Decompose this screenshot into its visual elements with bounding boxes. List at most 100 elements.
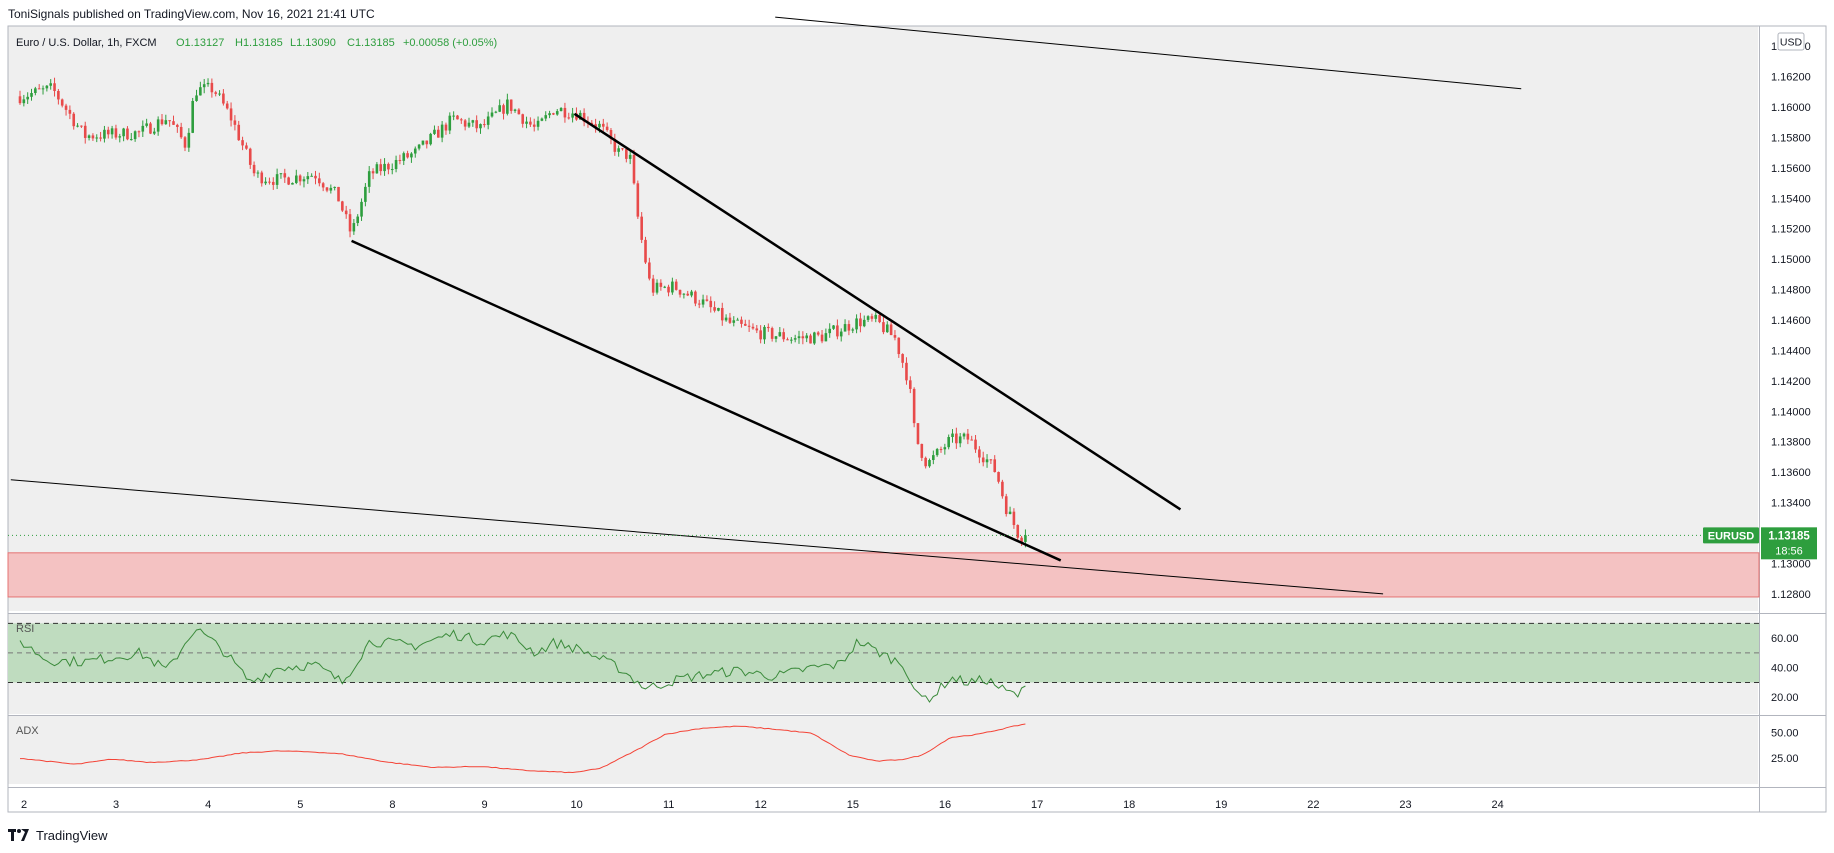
candle — [394, 155, 398, 173]
candle — [87, 134, 91, 141]
candle — [885, 321, 889, 333]
footer[interactable]: TradingView — [8, 824, 108, 846]
candle — [513, 108, 517, 113]
candle — [532, 118, 536, 132]
candle — [302, 176, 306, 188]
candle — [164, 114, 168, 125]
price-axis[interactable]: 1.164001.162001.160001.158001.156001.154… — [1771, 41, 1811, 601]
adx-tick: 50.00 — [1771, 727, 1799, 739]
candle — [889, 321, 893, 336]
candle — [413, 146, 417, 158]
time-tick: 17 — [1031, 799, 1043, 811]
candle — [379, 158, 383, 176]
rsi-tick: 60.00 — [1771, 633, 1799, 645]
candle — [137, 130, 141, 138]
candle — [60, 98, 64, 108]
time-tick: 9 — [481, 799, 487, 811]
candle — [690, 289, 693, 298]
candle — [222, 89, 225, 106]
candle — [41, 85, 45, 95]
candle — [298, 174, 302, 186]
candle — [179, 122, 183, 139]
candle — [64, 103, 68, 116]
adx-line — [20, 723, 1026, 774]
candle — [605, 122, 609, 132]
candle — [168, 120, 171, 127]
time-tick: 16 — [939, 799, 951, 811]
candle — [820, 330, 824, 344]
price-tick: 1.16000 — [1771, 102, 1811, 114]
currency-badge[interactable]: USD — [1777, 32, 1805, 51]
candle — [337, 186, 340, 202]
candle — [747, 319, 751, 332]
candle — [494, 110, 498, 114]
price-tick: 1.13800 — [1771, 437, 1811, 449]
candle — [682, 293, 686, 299]
price-tick: 1.16200 — [1771, 72, 1811, 84]
publish-info: ToniSignals published on TradingView.com… — [8, 7, 375, 21]
time-tick: 8 — [389, 799, 395, 811]
candle — [364, 183, 367, 207]
tradingview-logo-icon — [8, 829, 29, 841]
candle — [912, 387, 916, 428]
candle — [529, 117, 532, 127]
candle — [202, 78, 206, 94]
candle — [463, 119, 467, 131]
candle — [767, 323, 770, 332]
candle — [436, 125, 440, 138]
candle — [920, 443, 924, 462]
candle — [955, 427, 958, 449]
trendline-wedge-upper[interactable] — [573, 112, 1182, 511]
time-tick: 18 — [1123, 799, 1135, 811]
candle — [271, 177, 275, 190]
candle — [452, 111, 455, 121]
candle — [793, 334, 797, 343]
candle — [717, 307, 720, 312]
candle — [644, 236, 647, 264]
price-tick: 1.15800 — [1771, 132, 1811, 144]
candle — [962, 432, 966, 440]
candle — [325, 186, 329, 193]
candle — [525, 116, 528, 129]
candle — [732, 316, 736, 327]
chart-border — [7, 25, 1827, 813]
trendline-long-lower[interactable] — [10, 479, 1384, 595]
candle — [486, 111, 490, 130]
time-axis[interactable]: 2 3 4 5 8 9 10 11 12 15 16 17 18 19 22 23 24 — [21, 799, 1504, 811]
candle — [475, 115, 478, 133]
candle — [778, 327, 782, 337]
candle — [106, 126, 110, 139]
candle — [801, 331, 805, 345]
candle — [256, 170, 260, 178]
candle — [122, 127, 125, 142]
candle — [674, 279, 678, 291]
symbol-title[interactable]: Euro / U.S. Dollar, 1h, FXCM — [16, 37, 157, 49]
candle — [498, 99, 501, 113]
trendline-wedge-lower[interactable] — [351, 239, 1062, 562]
candle — [828, 323, 832, 338]
candle — [264, 177, 267, 186]
time-tick: 10 — [570, 799, 582, 811]
candle — [76, 123, 79, 128]
trendline-long-upper[interactable] — [775, 16, 1522, 90]
candle — [268, 177, 271, 185]
candle — [456, 114, 459, 120]
candle — [402, 151, 406, 166]
candle — [836, 319, 839, 340]
candle — [759, 325, 762, 344]
candle — [287, 176, 290, 186]
time-tick: 11 — [663, 799, 674, 811]
candle — [770, 326, 774, 342]
candle — [932, 450, 935, 465]
price-badge: 1.13185 18:56 — [1761, 527, 1817, 560]
time-tick: 3 — [113, 799, 119, 811]
price-tick: 1.14600 — [1771, 315, 1811, 327]
price-tick: 1.12800 — [1771, 589, 1811, 601]
candle — [318, 172, 321, 187]
time-tick: 12 — [755, 799, 767, 811]
candle — [536, 116, 540, 131]
candle — [118, 133, 122, 143]
candle — [567, 112, 571, 120]
candle — [797, 330, 801, 344]
candle — [479, 123, 482, 134]
